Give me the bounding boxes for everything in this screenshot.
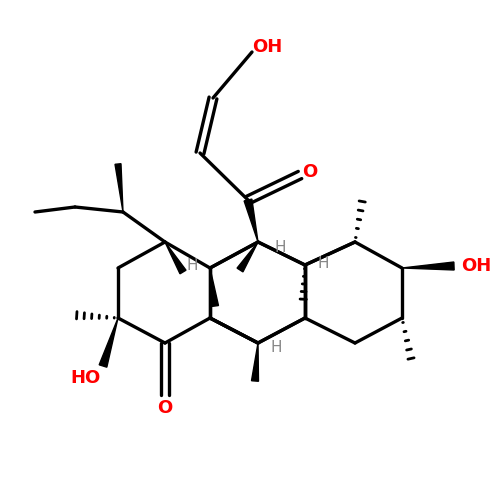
Text: H: H [186,258,198,274]
Polygon shape [115,164,123,212]
Text: OH: OH [461,257,491,275]
Text: H: H [274,240,286,254]
Polygon shape [252,343,258,382]
Polygon shape [244,199,258,242]
Polygon shape [99,318,118,367]
Text: H: H [270,340,282,355]
Text: HO: HO [70,369,100,387]
Polygon shape [237,242,258,272]
Text: OH: OH [252,38,282,56]
Text: O: O [302,163,318,181]
Text: O: O [158,399,172,417]
Polygon shape [210,268,218,306]
Text: H: H [318,256,329,270]
Polygon shape [165,242,186,274]
Polygon shape [402,262,454,270]
